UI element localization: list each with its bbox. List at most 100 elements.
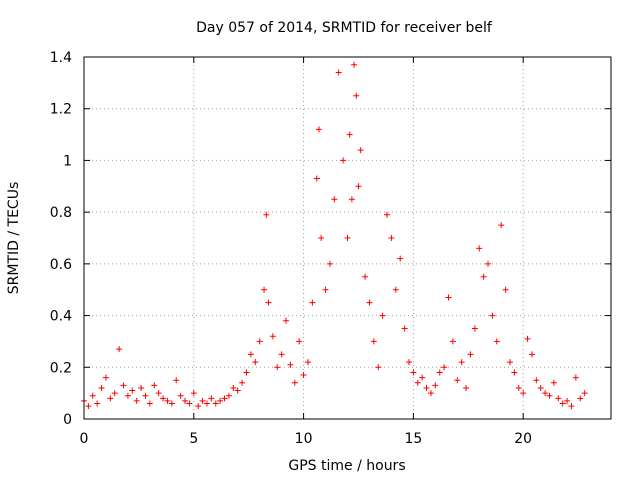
data-point [489, 312, 496, 319]
data-point [340, 157, 347, 164]
data-point [239, 379, 246, 386]
data-point [291, 379, 298, 386]
data-point [283, 317, 290, 324]
data-point [315, 126, 322, 133]
data-point [353, 92, 360, 99]
data-point [168, 400, 175, 407]
data-point [467, 351, 474, 358]
data-point [120, 382, 127, 389]
data-point [146, 400, 153, 407]
data-point [506, 359, 513, 366]
y-tick-label: 0 [63, 412, 72, 428]
data-point [300, 372, 307, 379]
data-point [182, 397, 189, 404]
data-point [326, 260, 333, 267]
data-point [502, 286, 509, 293]
data-point [274, 364, 281, 371]
data-point [511, 369, 518, 376]
x-tick-label: 5 [189, 431, 198, 447]
data-point [366, 299, 373, 306]
data-point [355, 183, 362, 190]
data-point [410, 369, 417, 376]
data-points [81, 61, 588, 410]
data-point [138, 384, 145, 391]
y-tick-label: 0.6 [50, 257, 72, 273]
data-point [542, 390, 549, 397]
data-point [445, 294, 452, 301]
data-point [441, 364, 448, 371]
data-point [427, 390, 434, 397]
data-point [348, 196, 355, 203]
data-point [485, 260, 492, 267]
data-point [195, 403, 202, 410]
data-point [177, 392, 184, 399]
x-tick-label: 15 [404, 431, 422, 447]
data-point [256, 338, 263, 345]
data-point [116, 346, 123, 353]
y-tick-label: 0.2 [50, 360, 72, 376]
data-point [546, 392, 553, 399]
data-point [208, 395, 215, 402]
data-point [515, 384, 522, 391]
data-point [577, 395, 584, 402]
data-point [129, 387, 136, 394]
data-point [304, 359, 311, 366]
y-tick-label: 1.4 [50, 50, 72, 66]
data-point [155, 390, 162, 397]
data-point [568, 403, 575, 410]
data-point [520, 390, 527, 397]
data-point [480, 273, 487, 280]
data-point [414, 379, 421, 386]
y-tick-label: 0.4 [50, 309, 72, 325]
data-point [555, 395, 562, 402]
data-point [379, 312, 386, 319]
data-point [384, 211, 391, 218]
data-point [164, 397, 171, 404]
data-point [524, 335, 531, 342]
data-point [142, 392, 149, 399]
data-point [287, 361, 294, 368]
data-point [449, 338, 456, 345]
data-point [357, 147, 364, 154]
data-point [190, 390, 197, 397]
data-point [392, 286, 399, 293]
data-point [217, 397, 224, 404]
data-point [537, 384, 544, 391]
data-point [247, 351, 254, 358]
data-point [98, 384, 105, 391]
data-point [331, 196, 338, 203]
data-point [362, 273, 369, 280]
y-tick-label: 0.8 [50, 205, 72, 221]
data-point [405, 359, 412, 366]
data-point [471, 325, 478, 332]
x-tick-label: 10 [295, 431, 313, 447]
data-point [107, 395, 114, 402]
data-point [498, 222, 505, 229]
x-tick-label: 20 [514, 431, 532, 447]
data-point [203, 400, 210, 407]
data-point [346, 131, 353, 138]
data-point [89, 392, 96, 399]
data-point [550, 379, 557, 386]
x-tick-labels: 0 5 10 15 20 [80, 431, 533, 447]
y-tick-label: 1 [63, 153, 72, 169]
data-point [263, 211, 270, 218]
data-point [401, 325, 408, 332]
data-point [528, 351, 535, 358]
data-point [261, 286, 268, 293]
data-point [102, 374, 109, 381]
data-point [94, 400, 101, 407]
y-tick-label: 1.2 [50, 102, 72, 118]
data-point [199, 397, 206, 404]
data-point [212, 400, 219, 407]
data-point [221, 395, 228, 402]
chart-title: Day 057 of 2014, SRMTID for receiver bel… [196, 20, 493, 36]
data-point [173, 377, 180, 384]
data-point [581, 390, 588, 397]
y-tick-labels: 0 0.2 0.4 0.6 0.8 1 1.2 1.4 [50, 50, 72, 428]
data-point [160, 395, 167, 402]
data-point [234, 387, 241, 394]
data-point [252, 359, 259, 366]
plot-frame [83, 56, 612, 420]
